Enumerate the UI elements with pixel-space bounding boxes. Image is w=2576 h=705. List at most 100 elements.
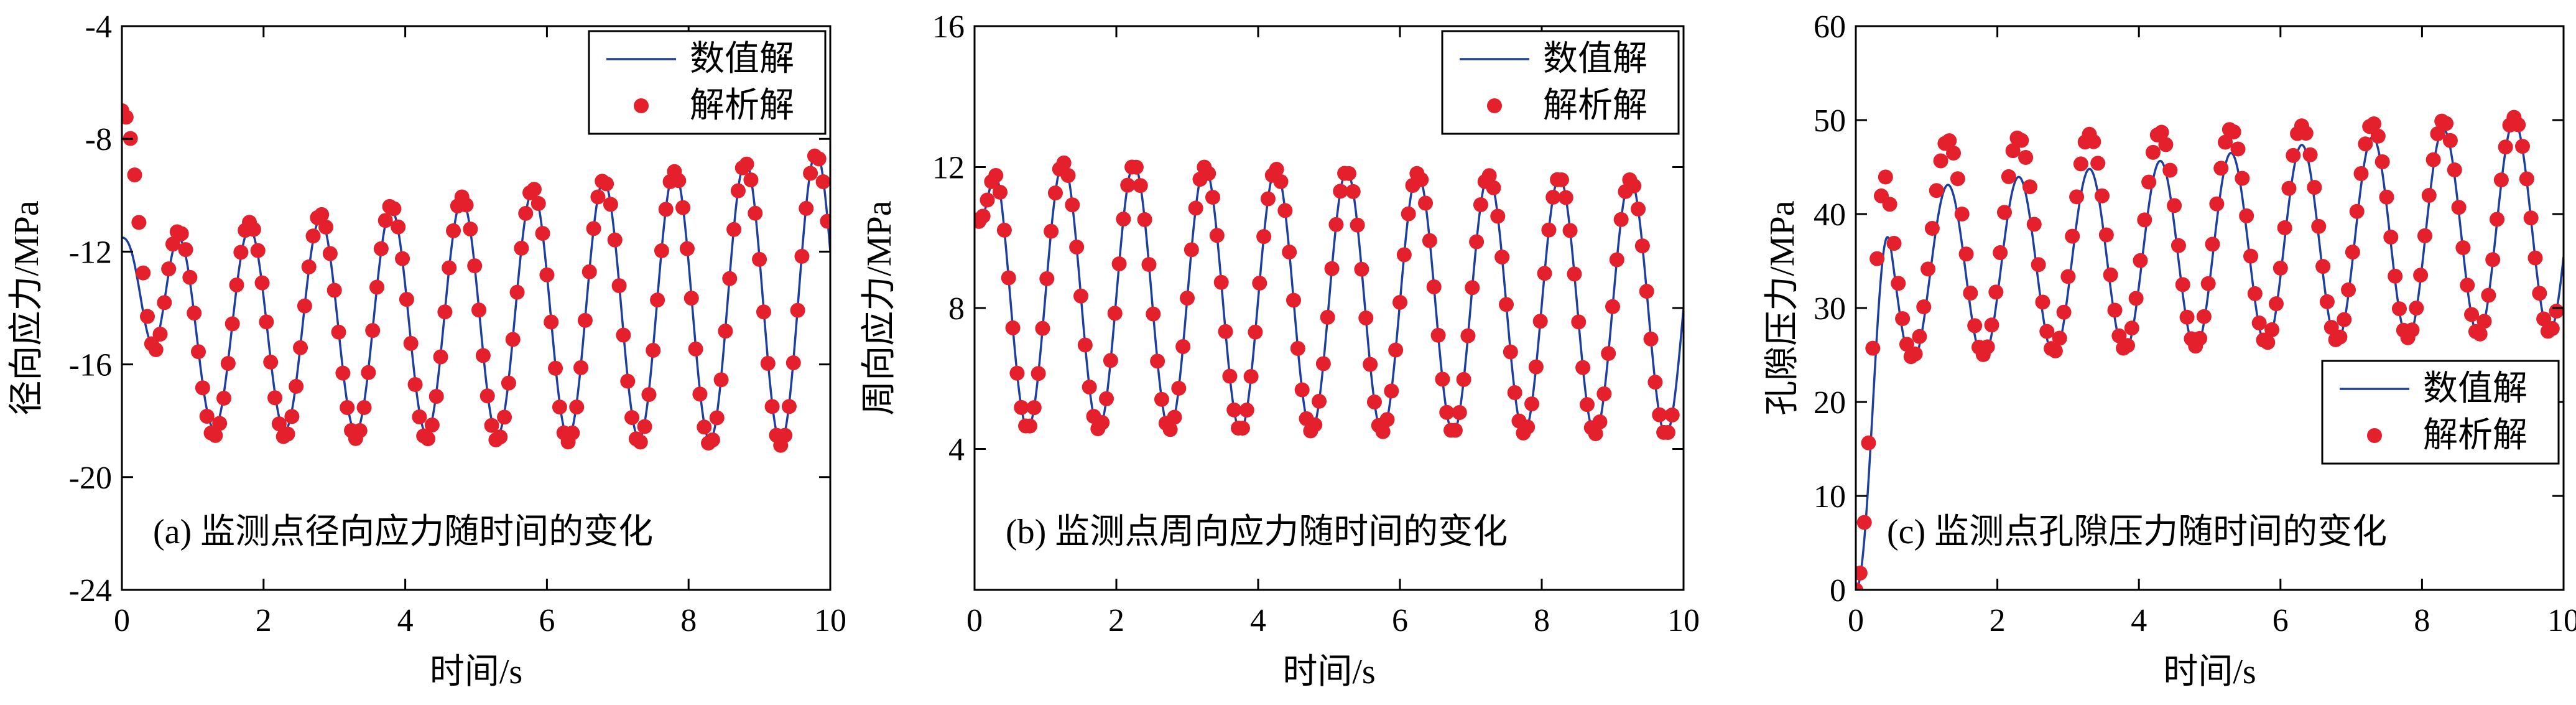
data-point	[2511, 117, 2526, 133]
data-point	[1167, 409, 1182, 425]
data-point	[1996, 205, 2012, 220]
data-point	[1435, 371, 1450, 387]
data-point	[2098, 227, 2114, 243]
x-tick-label: 0	[114, 603, 130, 638]
data-point	[1056, 155, 1072, 170]
data-point	[1439, 404, 1455, 420]
data-point	[1282, 245, 1297, 260]
data-point	[573, 360, 589, 375]
data-point	[565, 425, 580, 441]
data-point	[2014, 133, 2029, 148]
x-tick-label: 0	[1848, 603, 1864, 638]
data-point	[1328, 217, 1344, 232]
data-point	[148, 342, 164, 357]
data-point	[2315, 259, 2331, 274]
data-point	[1315, 356, 1331, 371]
data-point	[616, 327, 631, 343]
data-point	[1060, 168, 1076, 183]
axes-frame-a	[121, 25, 832, 591]
y-tick-label: -16	[69, 348, 112, 383]
y-tick-label: 40	[1814, 197, 1846, 233]
data-point	[1116, 212, 1131, 227]
data-point	[2323, 320, 2339, 335]
data-point	[475, 348, 491, 363]
data-point	[1562, 223, 1578, 238]
data-point	[1218, 324, 1233, 339]
x-axis-label-a: 时间/s	[430, 653, 522, 691]
x-tick-label: 4	[1250, 603, 1266, 638]
data-point	[1358, 310, 1374, 326]
data-point	[1481, 168, 1497, 184]
data-point	[212, 416, 228, 431]
data-point	[1984, 317, 1999, 333]
data-point	[2005, 143, 2021, 159]
data-point	[1269, 162, 1284, 177]
data-point	[1878, 169, 1893, 185]
data-point	[581, 264, 597, 279]
panel-annotation-c: (c) 监测点孔隙压力随时间的变化	[1887, 513, 2387, 551]
data-point	[1933, 153, 1948, 169]
data-point	[2268, 296, 2284, 312]
data-point	[2137, 212, 2152, 228]
x-tick-label: 2	[1108, 603, 1124, 638]
data-point	[229, 277, 244, 292]
data-point	[569, 399, 585, 415]
legend-label: 解析解	[2423, 416, 2527, 455]
data-point	[1111, 256, 1127, 272]
data-point	[467, 258, 483, 274]
data-point	[2060, 269, 2076, 284]
data-point	[127, 167, 142, 183]
data-point	[1235, 421, 1250, 436]
data-point	[1634, 238, 1650, 254]
data-point	[1469, 234, 1485, 250]
data-point	[2442, 133, 2458, 148]
data-point	[781, 399, 797, 414]
data-point	[777, 427, 793, 443]
data-point	[2260, 335, 2276, 350]
data-point	[2167, 198, 2182, 213]
y-tick-label: 20	[1814, 385, 1846, 421]
data-point	[1201, 166, 1216, 181]
data-point	[122, 110, 134, 125]
data-point	[2413, 268, 2429, 283]
data-point	[1022, 418, 1037, 434]
data-point	[1554, 172, 1569, 187]
data-point	[2086, 134, 2101, 149]
data-point	[1882, 197, 1897, 212]
data-point	[216, 390, 232, 406]
data-point	[1350, 217, 1365, 233]
data-point	[1324, 261, 1340, 276]
data-point	[1954, 206, 1970, 222]
data-point	[1503, 344, 1518, 360]
panel-annotation-b: (b) 监测点周向应力随时间的变化	[1006, 513, 1508, 551]
data-point	[2417, 228, 2432, 243]
data-point	[1631, 201, 1646, 217]
data-point	[764, 399, 780, 414]
x-tick-label: 8	[680, 603, 697, 638]
data-point	[1047, 185, 1063, 201]
data-point	[1920, 261, 1936, 277]
data-point	[391, 219, 406, 235]
data-point	[1333, 184, 1348, 199]
data-point	[2447, 162, 2462, 178]
data-point	[632, 434, 648, 450]
data-point	[1103, 353, 1118, 368]
legend-marker-swatch	[2367, 428, 2382, 443]
data-point	[688, 341, 703, 357]
data-point	[250, 243, 266, 258]
data-point	[2302, 147, 2318, 162]
data-point	[2179, 309, 2195, 325]
data-point	[1137, 212, 1152, 227]
data-point	[1005, 320, 1021, 335]
data-point	[161, 261, 177, 277]
data-point	[2451, 200, 2467, 215]
data-point	[191, 344, 206, 360]
data-point	[140, 309, 155, 324]
data-point	[1082, 380, 1097, 395]
data-point	[509, 284, 525, 300]
data-point	[263, 354, 279, 370]
data-point	[820, 213, 830, 229]
data-point	[340, 400, 355, 415]
data-point	[726, 222, 742, 237]
